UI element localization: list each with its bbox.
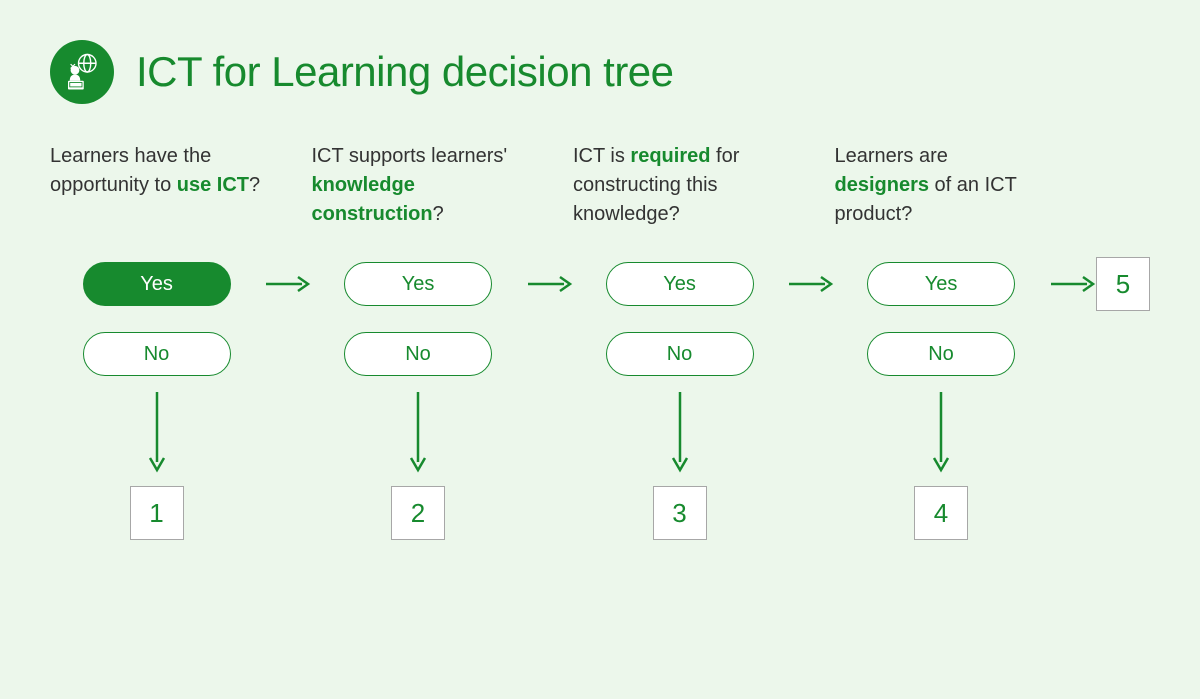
arrow-right-icon (1049, 274, 1095, 294)
decision-column: Learners are designers of an ICT product… (835, 142, 1048, 540)
arrow-down-wrap (312, 376, 525, 486)
arrow-down-icon (931, 388, 951, 474)
no-pill: No (606, 332, 754, 376)
arrow-down-icon (408, 388, 428, 474)
arrow-right-icon (264, 274, 310, 294)
arrow-down-icon (670, 388, 690, 474)
arrow-down-icon (147, 388, 167, 474)
result-box: 2 (391, 486, 445, 540)
ict-learning-icon (50, 40, 114, 104)
arrow-right-wrap (525, 142, 573, 306)
arrow-down-wrap (835, 376, 1048, 486)
page-title: ICT for Learning decision tree (136, 48, 674, 96)
arrow-right-wrap (786, 142, 834, 306)
result-box: 5 (1096, 257, 1150, 311)
no-pill: No (344, 332, 492, 376)
no-pill: No (83, 332, 231, 376)
decision-column: ICT supports learners' knowledge constru… (312, 142, 525, 540)
question-text: ICT supports learners' knowledge constru… (312, 142, 525, 262)
yes-pill: Yes (867, 262, 1015, 306)
yes-pill: Yes (83, 262, 231, 306)
arrow-right-icon (787, 274, 833, 294)
no-pill: No (867, 332, 1015, 376)
result-box: 1 (130, 486, 184, 540)
question-text: ICT is required for constructing this kn… (573, 142, 786, 262)
arrow-down-wrap (573, 376, 786, 486)
decision-tree-canvas: ICT for Learning decision tree Learners … (0, 0, 1200, 699)
arrow-down-wrap (50, 376, 263, 486)
result-box: 3 (653, 486, 707, 540)
decision-tree: Learners have the opportunity to use ICT… (50, 142, 1150, 540)
decision-column: ICT is required for constructing this kn… (573, 142, 786, 540)
decision-column: Learners have the opportunity to use ICT… (50, 142, 263, 540)
question-text: Learners are designers of an ICT product… (835, 142, 1048, 262)
arrow-right-wrap (263, 142, 311, 306)
yes-pill: Yes (344, 262, 492, 306)
header: ICT for Learning decision tree (50, 40, 1150, 104)
final-result-column: 5 (1096, 142, 1150, 311)
result-box: 4 (914, 486, 968, 540)
question-text: Learners have the opportunity to use ICT… (50, 142, 263, 262)
arrow-right-icon (526, 274, 572, 294)
arrow-right-wrap (1048, 142, 1096, 306)
yes-pill: Yes (606, 262, 754, 306)
